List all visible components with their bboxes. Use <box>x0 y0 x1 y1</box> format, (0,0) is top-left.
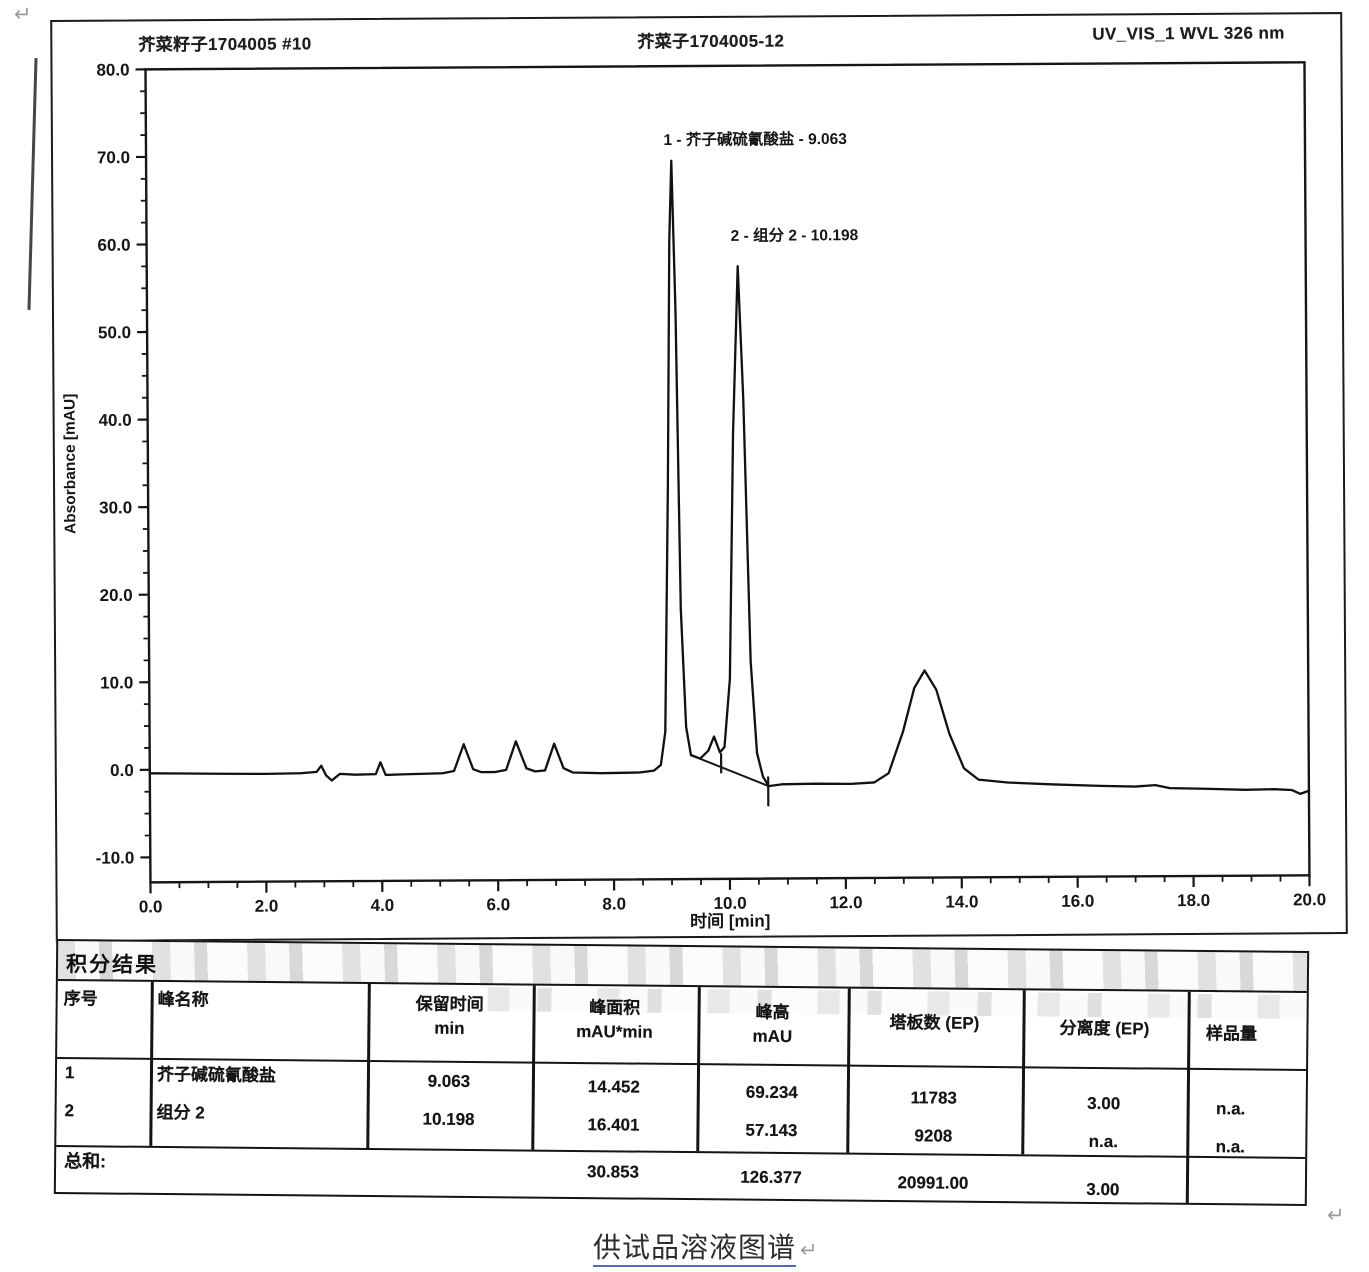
integration-results-table: 积分结果 序号 峰名称 保留时间 min 峰面积 mAU*min 峰高 <box>53 938 1310 1207</box>
svg-text:2.0: 2.0 <box>255 897 279 916</box>
col-header-peak-height: 峰高 mAU <box>752 1002 793 1046</box>
cell-name-1: 芥子碱硫氰酸盐 <box>156 1064 277 1086</box>
sum-label: 总和: <box>64 1151 107 1172</box>
table-col-rule-sum <box>1185 1155 1189 1204</box>
svg-text:30.0: 30.0 <box>99 498 132 517</box>
cell-height-1: 69.234 <box>745 1082 798 1103</box>
svg-text:20.0: 20.0 <box>100 586 133 605</box>
svg-text:50.0: 50.0 <box>98 323 131 342</box>
svg-text:14.0: 14.0 <box>945 892 978 911</box>
cell-res-1: 3.00 <box>1087 1093 1121 1114</box>
paragraph-return-mark-caption: ↵ <box>800 1238 818 1262</box>
cell-amount-1: n.a. <box>1215 1099 1246 1119</box>
col-header-index: 序号 <box>63 989 98 1009</box>
col-header-resolution: 分离度 (EP) <box>1059 1018 1150 1039</box>
svg-text:2 - 组分 2 - 10.198: 2 - 组分 2 - 10.198 <box>731 225 859 245</box>
cell-area-1: 14.452 <box>587 1077 640 1097</box>
cell-no-1: 1 <box>64 1063 75 1083</box>
cell-rt-2: 10.198 <box>422 1109 475 1130</box>
svg-text:6.0: 6.0 <box>486 895 510 914</box>
col-header-peak-area: 峰面积 mAU*min <box>576 998 653 1042</box>
svg-text:时间 [min]: 时间 [min] <box>690 911 770 931</box>
svg-text:16.0: 16.0 <box>1061 892 1094 911</box>
sum-plates: 20991.00 <box>897 1173 969 1193</box>
col-header-peak-name: 峰名称 <box>157 989 209 1010</box>
table-col-rule-1 <box>149 981 154 1146</box>
svg-text:4.0: 4.0 <box>371 896 395 915</box>
table-col-rule-7 <box>1186 991 1191 1156</box>
col-header-retention-time: 保留时间 min <box>415 994 484 1038</box>
col-header-amount: 样品量 <box>1205 1024 1257 1044</box>
col-header-plates: 塔板数 (EP) <box>889 1012 980 1033</box>
caption-text: 供试品溶液图谱 <box>593 1233 797 1267</box>
svg-text:1 - 芥子碱硫氰酸盐 - 9.063: 1 - 芥子碱硫氰酸盐 - 9.063 <box>663 129 847 149</box>
svg-text:80.0: 80.0 <box>96 60 129 79</box>
cell-amount-2: n.a. <box>1215 1137 1246 1157</box>
svg-text:-10.0: -10.0 <box>96 848 135 867</box>
cell-plates-2: 9208 <box>914 1126 953 1146</box>
chromatogram-svg: 80.0 70.0 60.0 50.0 40.0 30.0 20.0 10.0 0.0 -10.0… <box>61 60 1326 931</box>
cell-no-2: 2 <box>64 1101 75 1121</box>
cell-height-2: 57.143 <box>745 1120 798 1141</box>
paragraph-return-mark-top: ↵ <box>14 2 32 26</box>
cell-name-2: 组分 2 <box>156 1102 205 1123</box>
svg-text:70.0: 70.0 <box>97 148 130 167</box>
svg-text:10.0: 10.0 <box>714 894 747 913</box>
cell-rt-1: 9.063 <box>427 1071 471 1091</box>
svg-text:Absorbance [mAU]: Absorbance [mAU] <box>61 394 79 534</box>
cell-area-2: 16.401 <box>587 1115 640 1135</box>
svg-text:20.0: 20.0 <box>1293 890 1326 909</box>
cell-res-2: n.a. <box>1088 1131 1119 1152</box>
svg-text:0.0: 0.0 <box>110 761 134 780</box>
svg-text:40.0: 40.0 <box>98 411 131 430</box>
sum-res: 3.00 <box>1086 1179 1120 1200</box>
paragraph-return-mark-bottom: ↵ <box>1327 1203 1345 1227</box>
table-title: 积分结果 <box>65 953 159 977</box>
svg-text:12.0: 12.0 <box>829 893 862 912</box>
sum-height: 126.377 <box>740 1167 802 1188</box>
svg-text:18.0: 18.0 <box>1177 891 1210 910</box>
svg-text:8.0: 8.0 <box>602 894 626 913</box>
svg-text:0.0: 0.0 <box>139 897 163 916</box>
svg-text:60.0: 60.0 <box>97 236 130 255</box>
table-title-row <box>57 941 1308 993</box>
cell-plates-1: 11783 <box>910 1088 958 1108</box>
scan-edge-artifact <box>27 58 38 310</box>
chromatogram-panel: 芥菜籽子1704005 #10 芥菜子1704005-12 UV_VIS_1 W… <box>50 12 1348 942</box>
svg-text:10.0: 10.0 <box>100 673 133 692</box>
sum-area: 30.853 <box>586 1162 640 1182</box>
figure-caption: 供试品溶液图谱 ↵ <box>593 1226 818 1267</box>
